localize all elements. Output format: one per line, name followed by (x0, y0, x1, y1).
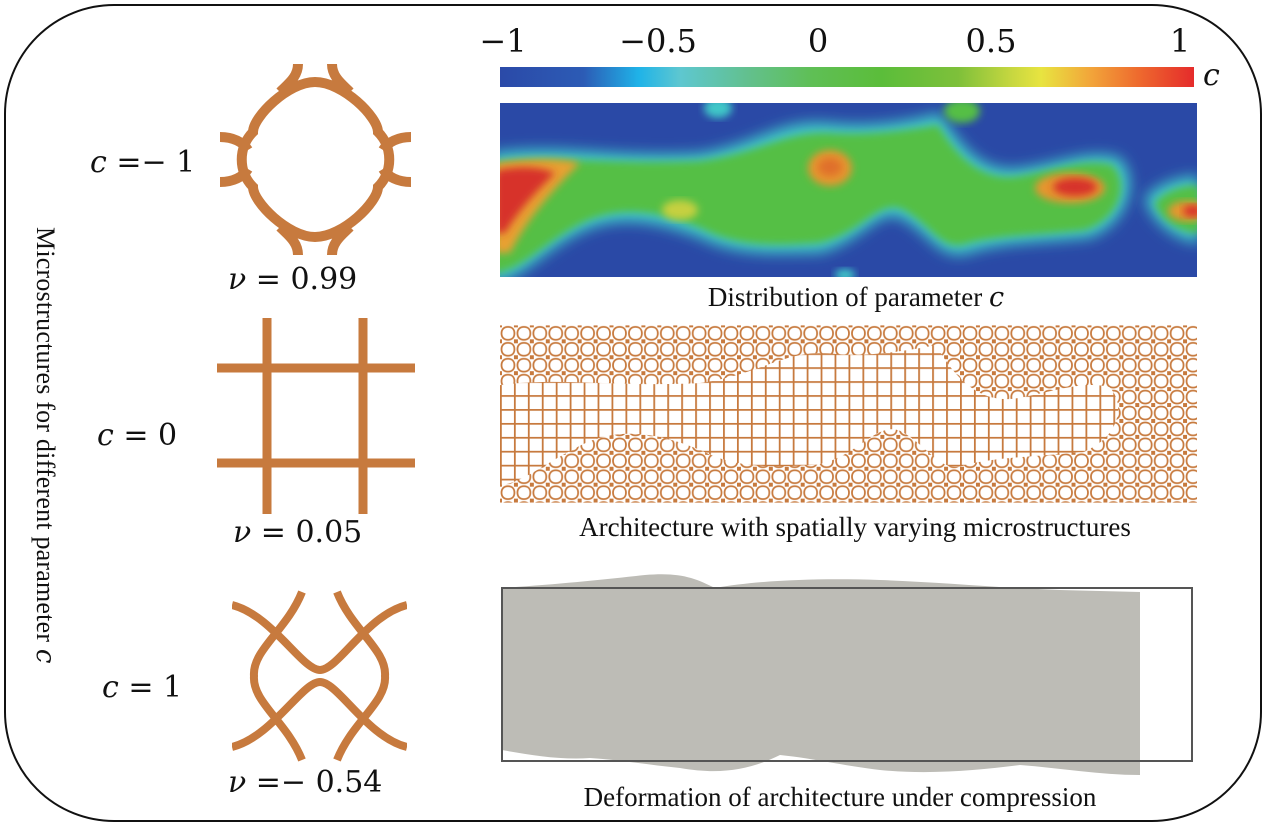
figure-frame (4, 4, 1262, 822)
microstructure-cell-0 (217, 318, 415, 514)
c-label-neg1: c =− 1 (90, 145, 196, 180)
colorbar-tick: 1 (1169, 22, 1191, 60)
microstructure-cell-pos1 (232, 590, 407, 762)
colorbar-tick: 0 (807, 22, 829, 60)
side-label: Microstructures for different parameter … (20, 145, 70, 745)
c-label-0: c = 0 (97, 418, 178, 453)
nu-label-0: ν = 0.05 (233, 515, 363, 550)
distribution-heatmap (500, 103, 1197, 277)
distribution-caption: Distribution of parameter c (707, 282, 1005, 313)
c-label-pos1: c = 1 (102, 670, 183, 705)
colorbar (500, 67, 1194, 87)
colorbar-tick: −0.5 (619, 22, 697, 60)
colorbar-variable: c (1203, 58, 1220, 93)
colorbar-tick: 0.5 (965, 22, 1017, 60)
architecture-lattice (500, 325, 1197, 503)
nu-label-neg1: ν = 0.99 (228, 262, 358, 297)
deformation-caption: Deformation of architecture under compre… (583, 782, 1097, 812)
side-label-text: Microstructures for different parameter (31, 226, 60, 642)
architecture-caption: Architecture with spatially varying micr… (579, 512, 1131, 542)
microstructure-cell-neg1 (219, 63, 412, 256)
colorbar-tick: −1 (479, 22, 527, 60)
nu-label-pos1: ν =− 0.54 (228, 765, 383, 800)
deformation-plot (501, 574, 1193, 775)
side-label-var: c (30, 648, 60, 664)
